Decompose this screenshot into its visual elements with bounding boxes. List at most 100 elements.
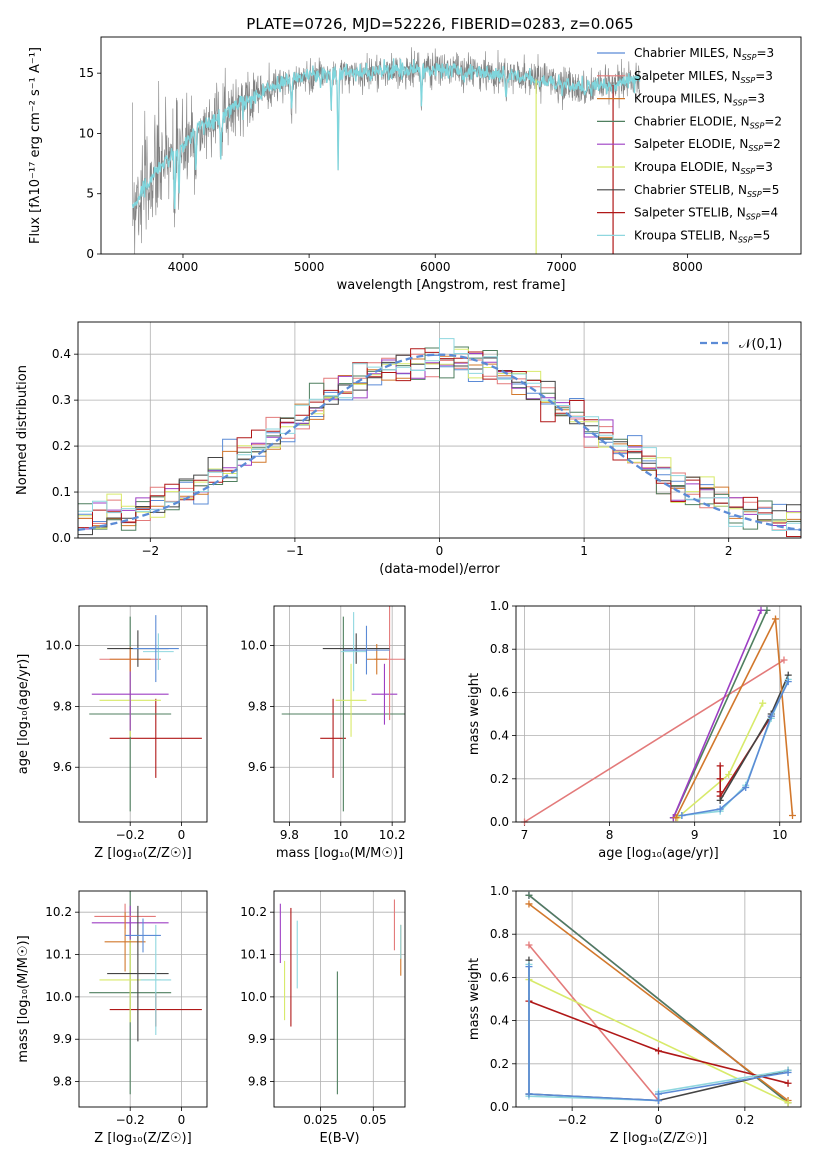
y-tick-label: 1.0 (490, 884, 509, 898)
y-tick-label: 10 (79, 126, 94, 140)
weight-marker (784, 1099, 792, 1107)
residuals-frame (77, 321, 802, 539)
mass_vs_Z-axes: −0.2 0 9.8 9.9 10.0 10.1 10.2 Z [log₁₀(Z/Z☉)] ma… (16, 891, 207, 1146)
weight-marker (759, 699, 767, 707)
spectrum-plot-area (131, 47, 641, 254)
age_vs_Z-plot-area (89, 615, 202, 812)
weight_vs_age-ylabel: mass weight (467, 673, 482, 755)
weight-marker (784, 1079, 792, 1087)
weight-marker (525, 1090, 533, 1098)
y-tick-label: 10.0 (45, 639, 72, 653)
y-tick-label: 0.2 (52, 439, 71, 453)
y-tick-label: 10.0 (240, 639, 267, 653)
y-tick-label: 0.2 (490, 772, 509, 786)
y-tick-label: 0.8 (490, 927, 509, 941)
mass_vs_Z-xlabel: Z [log₁₀(Z/Z☉)] (94, 1131, 191, 1146)
y-tick-label: 0.2 (490, 1057, 509, 1071)
x-tick-label: 0 (178, 1113, 186, 1127)
y-tick-label: 0.4 (490, 1014, 509, 1028)
spectrum-legend: Chabrier MILES, NSSP=3 Salpeter MILES, NS… (597, 46, 782, 244)
y-tick-label: 10.1 (240, 948, 267, 962)
x-tick-label: 8 (606, 828, 614, 842)
y-tick-label: 5 (86, 187, 94, 201)
x-tick-label: −1 (286, 544, 304, 558)
weight-marker (716, 796, 724, 804)
age_vs_Z-ylabel: age [log₁₀(age/yr)] (16, 654, 31, 775)
residuals-histogram-8 (78, 338, 801, 538)
spectrum-ylabel: Flux [fλ10⁻¹⁷ erg cm⁻² s⁻¹ A⁻¹] (28, 47, 43, 244)
weight_vs_age-frame (515, 605, 802, 823)
y-tick-label: 0.8 (490, 642, 509, 656)
weight-marker (525, 900, 533, 908)
y-tick-label: 10.2 (240, 905, 267, 919)
y-tick-label: 0.4 (490, 729, 509, 743)
weight-marker (757, 606, 765, 614)
weight_vs_Z-series-4 (528, 978, 789, 1104)
y-tick-label: 0.4 (52, 347, 71, 361)
y-tick-label: 10.0 (45, 990, 72, 1004)
legend-entry: Chabrier MILES, NSSP=3 (634, 46, 774, 62)
spectrum-xlabel: wavelength [Angstrom, rest frame] (337, 278, 566, 293)
weight_vs_Z-axes: −0.2 0 0.2 0.0 0.2 0.4 0.6 0.8 1.0 Z [log₁₀(Z/Z☉)… (467, 884, 801, 1146)
spectrum-frame (100, 36, 802, 255)
age_vs_mass-xlabel: mass [log₁₀(M/M☉)] (276, 846, 403, 861)
x-tick-label: −0.2 (116, 1113, 145, 1127)
weight_vs_Z-series-3 (528, 944, 660, 1102)
age_vs_mass-frame (273, 605, 406, 823)
weight-marker (655, 1097, 662, 1105)
y-tick-label: 0.6 (490, 970, 509, 984)
x-tick-label: 7000 (546, 260, 577, 274)
legend-entry: Chabrier ELODIE, NSSP=2 (634, 114, 782, 130)
x-tick-label: 9.8 (280, 828, 299, 842)
weight_vs_Z-series-2 (528, 903, 789, 1102)
weight_vs_Z-frame (515, 890, 802, 1108)
mass_vs_EBV-plot-area (279, 899, 402, 1095)
x-tick-label: 5000 (294, 260, 325, 274)
residuals-xlabel: (data-model)/error (379, 562, 500, 577)
y-tick-label: 0 (86, 247, 94, 261)
spectrum-model-line (131, 58, 641, 210)
weight-marker (780, 656, 788, 664)
weight-marker (716, 805, 724, 813)
weight-marker (788, 812, 796, 820)
legend-entry: Salpeter ELODIE, NSSP=2 (634, 137, 781, 153)
mass_vs_EBV-axes: 0.025 0.05 9.8 9.9 10.0 10.1 10.2 E(B-V) (240, 891, 405, 1146)
x-tick-label: 10 (772, 828, 787, 842)
weight-marker (771, 615, 779, 623)
weight-marker (784, 678, 792, 686)
weight_vs_age-series-5 (672, 609, 762, 819)
y-tick-label: 0.0 (490, 1100, 509, 1114)
age_vs_Z-axes: −0.2 0 9.6 9.8 10.0 Z [log₁₀(Z/Z☉)] age [log₁₀… (16, 606, 207, 861)
x-tick-label: 0.05 (360, 1113, 387, 1127)
weight_vs_age-axes: 7 8 9 10 0.0 0.2 0.4 0.6 0.8 1.0 age [log₁₀(age/yr… (467, 599, 801, 861)
weight-marker (678, 812, 686, 820)
gaussian-legend-label: 𝒩(0,1) (739, 337, 782, 352)
weight-marker (716, 775, 724, 783)
y-tick-label: 0.1 (52, 485, 71, 499)
weight-marker (763, 606, 771, 614)
x-tick-label: 10.2 (379, 828, 406, 842)
mass_vs_Z-frame (78, 890, 208, 1108)
weight_vs_age-series-8 (681, 681, 789, 817)
mass_vs_Z-plot-area (89, 891, 202, 1095)
legend-entry: Chabrier STELIB, NSSP=5 (634, 183, 779, 199)
y-tick-label: 10.1 (45, 948, 72, 962)
residuals-ylabel: Normed distribution (15, 365, 30, 495)
y-tick-label: 0.3 (52, 393, 71, 407)
x-tick-label: 4000 (168, 260, 199, 274)
mass_vs_Z-ylabel: mass [log₁₀(M/M☉)] (16, 935, 31, 1062)
x-tick-label: 9 (691, 828, 699, 842)
age_vs_mass-axes: 9.8 10 10.2 9.6 9.8 10.0 mass [log₁₀(M/M☉)] (240, 606, 406, 861)
y-tick-label: 10.0 (240, 990, 267, 1004)
y-tick-label: 9.6 (248, 760, 267, 774)
weight_vs_Z-plot-area (525, 891, 792, 1107)
residuals-plot-area (78, 338, 801, 538)
mass_vs_EBV-frame (273, 890, 406, 1108)
weight_vs_age-series-4 (672, 609, 768, 819)
y-tick-label: 0.0 (490, 815, 509, 829)
weight-marker (767, 712, 775, 720)
legend-entry: Kroupa MILES, NSSP=3 (634, 92, 765, 108)
weight-marker (525, 891, 533, 899)
weight_vs_Z-xlabel: Z [log₁₀(Z/Z☉)] (610, 1131, 707, 1146)
residuals-axes: −2 −1 0 1 2 0.0 0.1 0.2 0.3 0.4 (data-model)/error… (15, 322, 801, 577)
